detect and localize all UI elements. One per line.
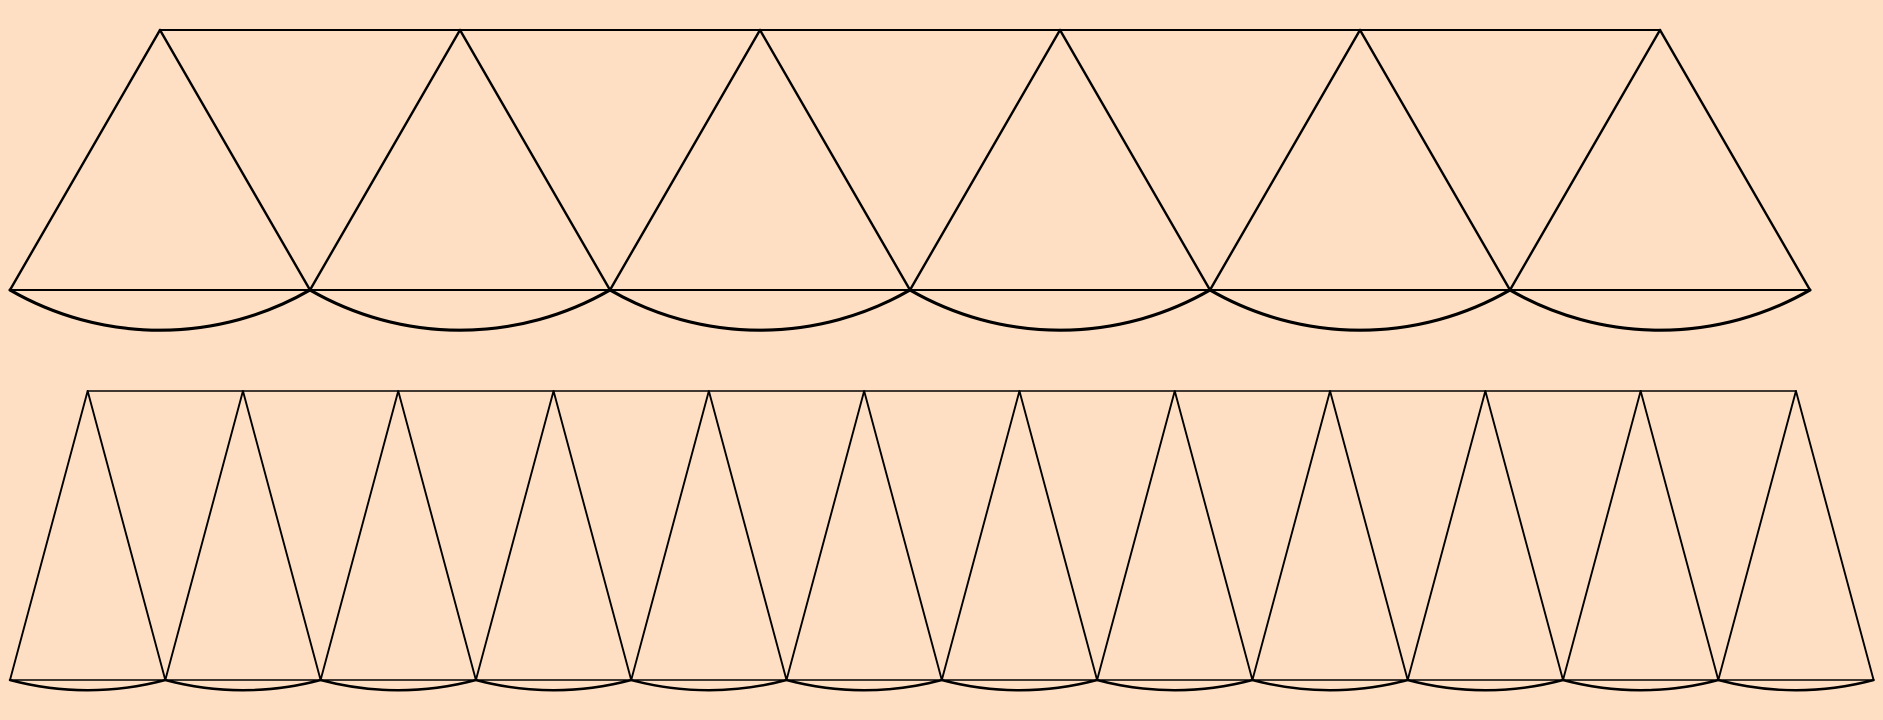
sector-radius-line — [458, 28, 612, 292]
sector-radius-line — [241, 390, 322, 681]
sector-radius-line — [308, 28, 462, 292]
sector-radius-line — [1658, 28, 1812, 292]
sector-radius-line — [1329, 390, 1409, 681]
sector-arc — [1095, 678, 1254, 692]
twelve-sector-row — [8, 390, 1875, 692]
sector-radius-line — [1717, 390, 1797, 681]
sector-radius-line — [158, 28, 312, 292]
sector-arc — [1251, 678, 1409, 692]
sector-radius-line — [164, 390, 244, 681]
sector-radius-line — [608, 28, 762, 292]
sector-arc — [164, 678, 322, 692]
sector-arc — [1208, 288, 1512, 332]
sector-radius-line — [9, 390, 89, 681]
sector-radius-line — [940, 390, 1021, 681]
sector-radius-line — [630, 390, 710, 681]
sector-arc — [8, 678, 167, 692]
sector-radius-line — [1096, 390, 1176, 681]
sector-radius-line — [86, 390, 167, 681]
sector-radius-line — [1484, 390, 1564, 681]
sector-radius-line — [1173, 390, 1254, 681]
sector-radius-line — [552, 390, 633, 681]
sector-radius-line — [1406, 390, 1487, 681]
sector-radius-line — [474, 390, 555, 681]
sector-arc — [785, 678, 944, 692]
sector-radius-line — [1508, 28, 1662, 292]
sector-arc — [1508, 288, 1812, 332]
sector-arc — [908, 288, 1212, 332]
sector-arc — [629, 678, 788, 692]
sector-radius-line — [707, 390, 788, 681]
sector-radius-line — [785, 390, 866, 681]
sector-arc — [1717, 678, 1875, 692]
sector-radius-line — [863, 390, 943, 681]
sector-radius-line — [8, 28, 162, 292]
sector-arc — [474, 678, 633, 692]
sector-arc — [1406, 678, 1565, 692]
sector-radius-line — [908, 28, 1062, 292]
sector-arc — [608, 288, 912, 332]
sector-radius-line — [1794, 390, 1875, 681]
sector-radius-line — [1358, 28, 1512, 292]
sector-radius-line — [1639, 390, 1720, 681]
sector-radius-line — [1058, 28, 1212, 292]
sector-radius-line — [1208, 28, 1362, 292]
sector-arc — [1561, 678, 1720, 692]
sector-radius-line — [397, 390, 477, 681]
sector-radius-line — [1018, 390, 1099, 681]
sector-arc — [8, 288, 312, 332]
sector-arc — [319, 678, 478, 692]
sector-radius-line — [758, 28, 912, 292]
six-sector-row — [8, 28, 1812, 332]
sector-radius-line — [319, 390, 400, 681]
sector-radius-line — [1251, 390, 1332, 681]
sector-arc — [308, 288, 612, 332]
sector-arc — [940, 678, 1099, 692]
sector-radius-line — [1562, 390, 1642, 681]
